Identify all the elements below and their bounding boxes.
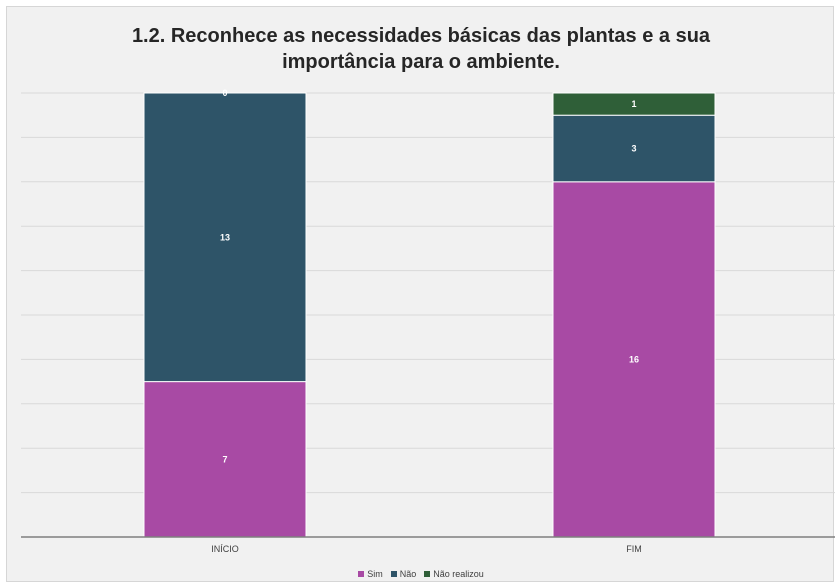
x-tick-label: INÍCIO <box>211 544 239 554</box>
chart-title: 1.2. Reconhece as necessidades básicas d… <box>131 25 711 73</box>
x-axis: INÍCIO FIM <box>21 536 835 554</box>
data-label: 16 <box>629 354 639 364</box>
legend-label: Não <box>399 569 417 579</box>
data-label: 0 <box>222 88 227 98</box>
x-tick-label: FIM <box>626 544 642 554</box>
bar-segment <box>552 92 716 116</box>
legend-swatch <box>358 571 365 577</box>
data-label: 13 <box>220 232 230 242</box>
data-label: 3 <box>631 144 636 154</box>
bar-segment <box>552 114 716 183</box>
chart-plot: 7 13 0 16 3 1 INÍCIO FIM <box>21 88 835 554</box>
legend-item: Não <box>390 569 417 579</box>
legend-label: Não realizou <box>433 569 484 579</box>
legend-swatch <box>390 571 397 577</box>
bar-segment <box>143 381 307 538</box>
legend-item: Não realizou <box>424 569 484 579</box>
chart-area: 1.2. Reconhece as necessidades básicas d… <box>6 6 835 582</box>
data-label: 7 <box>222 454 227 464</box>
legend-swatch <box>424 571 431 577</box>
legend-item: Sim <box>358 569 383 579</box>
legend-label: Sim <box>367 569 383 579</box>
data-labels: 7 13 0 16 3 1 <box>220 88 639 464</box>
bars <box>143 92 716 538</box>
bar-segment <box>143 92 307 383</box>
legend: Sim Não Não realizou <box>7 569 835 579</box>
data-label: 1 <box>631 99 636 109</box>
bar-segment <box>552 181 716 538</box>
